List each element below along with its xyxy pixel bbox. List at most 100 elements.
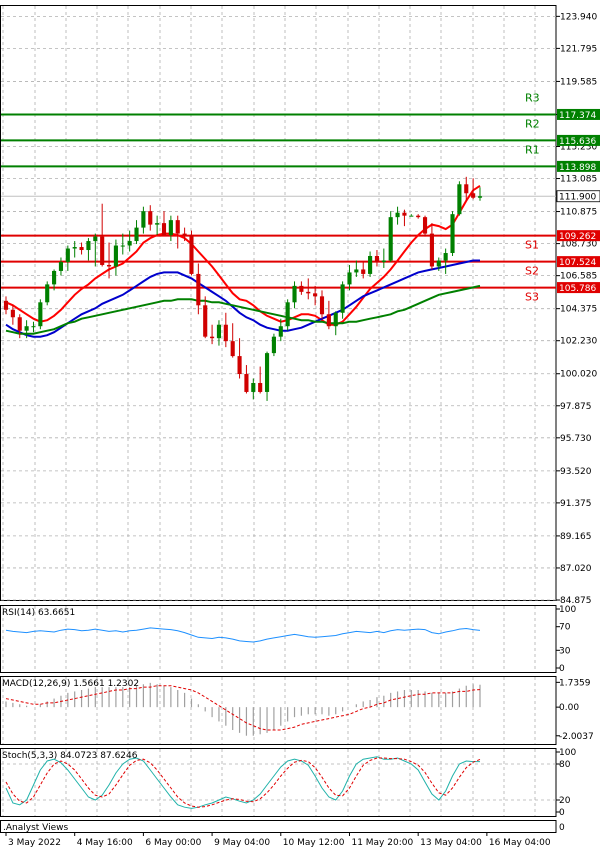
level-price-tag (557, 282, 600, 294)
candle-body (127, 241, 132, 246)
candle-body (271, 336, 276, 354)
candle-body (333, 312, 338, 327)
candle-body (230, 341, 235, 357)
y-tick-label: 30 (559, 646, 571, 656)
candle-body (45, 284, 50, 303)
y-tick-label: 97.875 (560, 402, 592, 412)
candle-body (457, 184, 462, 215)
y-tick-label: 95.730 (560, 434, 592, 444)
candle-body (347, 272, 352, 285)
candle-body (237, 356, 242, 375)
candle-body (374, 255, 380, 262)
analyst-label: .Analyst Views (3, 823, 68, 833)
y-tick-label: 0 (559, 808, 565, 818)
y-tick-label: 87.020 (560, 564, 592, 574)
level-label: S2 (525, 265, 539, 278)
x-tick-label: 3 May 2022 (8, 838, 61, 848)
candle-body (141, 211, 146, 228)
rsi-line (5, 627, 481, 643)
candle-body (306, 291, 311, 294)
y-tick-label: 100 (559, 605, 576, 615)
moving-average-line (5, 259, 480, 338)
current-price-tag (556, 190, 600, 203)
candle-body (148, 211, 153, 225)
x-tick-label: 6 May 00:00 (145, 838, 201, 848)
level-label: S3 (525, 291, 539, 304)
candle-body (38, 302, 43, 327)
y-tick-label: 80 (559, 760, 571, 770)
candle-body (52, 270, 57, 285)
candle-body (216, 324, 222, 339)
candle-body (72, 247, 77, 249)
y-tick-label: 115.230 (560, 142, 597, 152)
y-tick-label: 0 (559, 664, 565, 674)
level-price-tag (557, 256, 600, 268)
y-tick-label: 100.020 (560, 370, 597, 380)
y-tick-label: 91.375 (560, 499, 592, 509)
candle-body (120, 245, 125, 247)
candle-body (113, 245, 118, 267)
y-tick-label: 123.940 (560, 12, 597, 22)
y-tick-label: 108.730 (560, 240, 597, 250)
y-tick-label: 113.085 (560, 175, 597, 185)
candle-body (93, 236, 98, 242)
candle-body (31, 326, 36, 328)
macd-label: MACD(12,26,9) 1.5661 1.2302 (2, 679, 139, 689)
candle-body (292, 285, 297, 303)
candle-body (168, 220, 173, 236)
candle-body (182, 233, 187, 236)
level-price-label: 107.524 (559, 258, 596, 268)
candle-body (24, 326, 29, 331)
macd-signal-line (5, 685, 481, 731)
y-tick-label: -2.0037 (559, 732, 594, 742)
candle-body (244, 374, 249, 392)
candle-body (381, 260, 386, 262)
y-tick-label: 20 (559, 796, 571, 806)
candle-body (443, 253, 448, 261)
x-tick-label: 13 May 04:00 (420, 838, 482, 848)
y-tick-label: 102.230 (560, 337, 597, 347)
candle-body (340, 284, 345, 313)
candle-body (395, 212, 400, 218)
candle-body (388, 217, 393, 261)
candle-body (354, 269, 359, 273)
stoch-panel-frame (0, 748, 557, 817)
candle-body (436, 260, 441, 267)
candle-body (464, 184, 469, 194)
y-tick-label: 0 (559, 823, 565, 833)
moving-average-line (5, 284, 481, 335)
y-tick-label: 100 (559, 748, 576, 758)
candle-body (258, 382, 263, 392)
main-panel-frame (0, 5, 557, 601)
x-tick-label: 10 May 12:00 (283, 838, 345, 848)
rsi-panel-frame (0, 605, 557, 673)
current-price-label: 111.900 (559, 193, 596, 203)
y-tick-label: 89.165 (560, 532, 592, 542)
rsi-label: RSI(14) 63.6651 (2, 608, 75, 618)
y-tick-label: 106.585 (560, 272, 597, 282)
candle-body (134, 227, 139, 242)
candle-body (106, 264, 112, 267)
candle-body (361, 269, 366, 274)
candle-body (3, 300, 9, 310)
y-tick-label: 119.585 (560, 77, 597, 87)
candle-body (79, 247, 84, 251)
candle-body (161, 223, 167, 236)
candle-body (313, 293, 318, 297)
candle-body (264, 353, 270, 392)
candle-body (223, 324, 228, 342)
candle-body (471, 193, 476, 198)
candle-body (100, 236, 105, 265)
candle-body (175, 220, 180, 234)
level-price-label: 105.786 (559, 284, 596, 294)
candle-body (196, 273, 201, 306)
level-price-label: 113.898 (559, 163, 596, 173)
level-price-label: 115.636 (559, 137, 596, 147)
y-tick-label: 70 (559, 623, 571, 633)
candle-body (58, 261, 64, 271)
candle-body (477, 196, 483, 198)
stoch-signal-line (5, 757, 481, 808)
candle-body (319, 296, 325, 315)
